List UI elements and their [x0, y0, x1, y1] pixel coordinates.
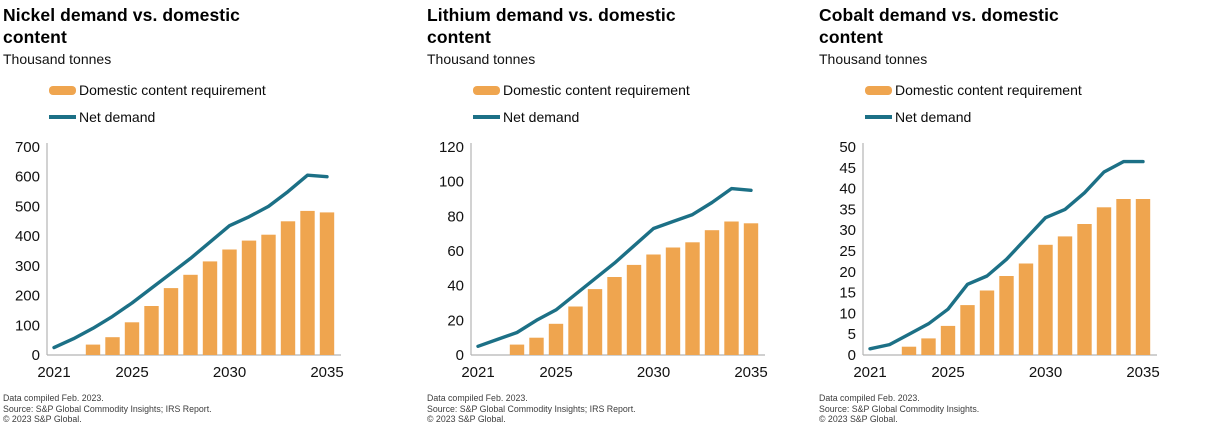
nickel-chart: Nickel demand vs. domestic content Thous… [0, 0, 420, 448]
footnote-line: Data compiled Feb. 2023. [427, 393, 528, 403]
legend-item-bar: Domestic content requirement [49, 82, 420, 98]
bar-swatch-icon [865, 85, 892, 95]
legend: Domestic content requirement Net demand [865, 82, 1171, 125]
legend-item-line: Net demand [473, 109, 816, 125]
svg-text:120: 120 [439, 139, 464, 156]
footnote-line: Data compiled Feb. 2023. [3, 393, 104, 403]
svg-text:15: 15 [839, 285, 856, 302]
chart-footnotes: Data compiled Feb. 2023. Source: S&P Glo… [427, 393, 816, 425]
svg-text:45: 45 [839, 160, 856, 177]
svg-text:2035: 2035 [1126, 364, 1159, 381]
legend-item-line: Net demand [49, 109, 420, 125]
svg-text:400: 400 [15, 228, 40, 245]
lithium-plot: 0 20 40 60 80 100 120 2021 2025 2030 2035 [439, 139, 768, 381]
chart-title: Nickel demand vs. domestic content [3, 5, 240, 47]
bar-swatch-icon [473, 85, 500, 95]
svg-text:10: 10 [839, 305, 856, 322]
legend-label: Domestic content requirement [895, 82, 1082, 98]
chart-subtitle: Thousand tonnes [427, 51, 536, 67]
footnote-line: Source: S&P Global Commodity Insights; I… [3, 403, 212, 414]
chart-footnotes: Data compiled Feb. 2023. Source: S&P Glo… [3, 393, 420, 425]
svg-text:2035: 2035 [734, 364, 767, 381]
legend-label: Net demand [503, 109, 580, 125]
svg-text:35: 35 [839, 201, 856, 218]
footnote-line: Source: S&P Global Commodity Insights; I… [427, 403, 636, 414]
footnote-line: © 2023 S&P Global. [427, 414, 506, 425]
legend-item-line: Net demand [865, 109, 1171, 125]
svg-text:600: 600 [15, 169, 40, 186]
svg-text:2025: 2025 [539, 364, 572, 381]
chart-subtitle: Thousand tonnes [3, 51, 112, 67]
svg-text:2035: 2035 [310, 364, 343, 381]
svg-text:2021: 2021 [853, 364, 886, 381]
legend: Domestic content requirement Net demand [49, 82, 420, 125]
svg-text:700: 700 [15, 139, 40, 156]
bar-swatch-icon [49, 85, 76, 95]
svg-text:200: 200 [15, 288, 40, 305]
svg-text:2021: 2021 [461, 364, 494, 381]
svg-text:5: 5 [848, 326, 856, 343]
svg-text:2025: 2025 [931, 364, 964, 381]
svg-text:30: 30 [839, 222, 856, 239]
chart-title: Cobalt demand vs. domestic content [819, 5, 1059, 47]
svg-text:2030: 2030 [637, 364, 670, 381]
legend-label: Net demand [895, 109, 972, 125]
svg-text:25: 25 [839, 243, 856, 260]
footnote-line: © 2023 S&P Global. [819, 414, 898, 425]
legend-item-bar: Domestic content requirement [865, 82, 1171, 98]
line-swatch-icon [865, 115, 892, 119]
legend-label: Domestic content requirement [79, 82, 266, 98]
svg-text:0: 0 [848, 347, 856, 364]
legend-label: Net demand [79, 109, 156, 125]
svg-text:2030: 2030 [1029, 364, 1062, 381]
footnote-line: © 2023 S&P Global. [3, 414, 82, 425]
chart-subtitle: Thousand tonnes [819, 51, 928, 67]
svg-text:0: 0 [32, 347, 40, 364]
svg-text:20: 20 [447, 312, 464, 329]
legend: Domestic content requirement Net demand [473, 82, 816, 125]
svg-text:0: 0 [456, 347, 464, 364]
svg-text:40: 40 [447, 278, 464, 295]
svg-text:500: 500 [15, 198, 40, 215]
legend-item-bar: Domestic content requirement [473, 82, 816, 98]
svg-text:40: 40 [839, 181, 856, 198]
svg-text:2025: 2025 [115, 364, 148, 381]
footnote-line: Data compiled Feb. 2023. [819, 393, 920, 403]
legend-label: Domestic content requirement [503, 82, 690, 98]
chart-footnotes: Data compiled Feb. 2023. Source: S&P Glo… [819, 393, 1171, 425]
svg-text:100: 100 [15, 317, 40, 334]
svg-text:2030: 2030 [213, 364, 246, 381]
lithium-chart: Lithium demand vs. domestic content Thou… [420, 0, 816, 448]
svg-text:2021: 2021 [37, 364, 70, 381]
svg-text:20: 20 [839, 264, 856, 281]
nickel-plot: 0 100 200 300 400 500 600 700 2021 2025 2030 2035 [15, 139, 344, 381]
svg-text:60: 60 [447, 243, 464, 260]
line-swatch-icon [49, 115, 76, 119]
svg-text:300: 300 [15, 258, 40, 275]
cobalt-chart: Cobalt demand vs. domestic content Thous… [816, 0, 1171, 448]
svg-text:80: 80 [447, 208, 464, 225]
svg-text:50: 50 [839, 139, 856, 156]
svg-text:100: 100 [439, 174, 464, 191]
footnote-line: Source: S&P Global Commodity Insights. [819, 403, 980, 414]
chart-title: Lithium demand vs. domestic content [427, 5, 676, 47]
line-swatch-icon [473, 115, 500, 119]
